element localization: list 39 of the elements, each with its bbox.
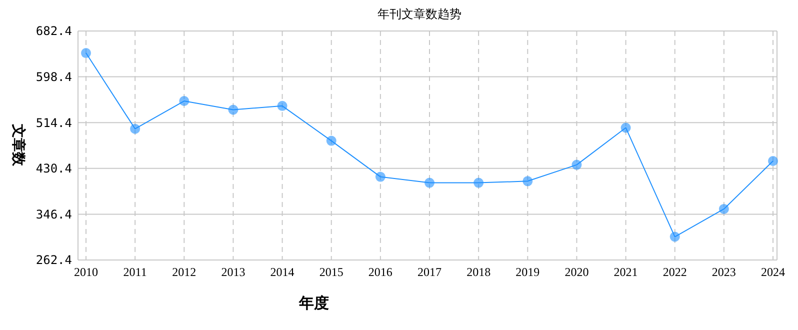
point <box>620 122 631 133</box>
y-tick-label: 430.4 <box>36 162 72 176</box>
x-tick-label: 2010 <box>74 265 98 279</box>
y-tick-label: 682.4 <box>36 24 72 38</box>
y-tick-label: 262.4 <box>36 253 72 268</box>
y-axis-title: 文章数 <box>10 123 27 167</box>
point <box>670 232 680 242</box>
x-tick-label: 2015 <box>319 265 344 279</box>
x-tick-label: 2024 <box>761 265 785 279</box>
x-tick-label: 2012 <box>172 265 196 279</box>
x-tick-label: 2023 <box>712 265 736 279</box>
x-tick-label: 2019 <box>516 265 540 279</box>
point <box>81 48 91 58</box>
x-tick-label: 2018 <box>466 265 491 279</box>
chart-title: 年刊文章数趋势 <box>378 7 462 21</box>
point <box>424 178 434 188</box>
point <box>130 124 140 134</box>
point <box>179 96 190 106</box>
x-axis-title: 年度 <box>298 294 329 312</box>
x-tick-label: 2017 <box>418 265 442 279</box>
y-tick-label: 514.4 <box>36 116 72 130</box>
point <box>474 178 484 188</box>
x-tick-label: 2020 <box>564 265 589 279</box>
point <box>326 136 336 146</box>
point <box>768 156 778 166</box>
x-tick-label: 2011 <box>123 265 147 279</box>
x-tick-label: 2014 <box>270 265 294 279</box>
x-tick-label: 2016 <box>368 265 392 279</box>
point <box>228 104 238 115</box>
x-tick-label: 2022 <box>662 265 687 279</box>
y-tick-label: 346.4 <box>36 207 72 222</box>
x-tick-label: 2013 <box>221 265 246 279</box>
point <box>718 204 729 214</box>
point <box>375 172 386 182</box>
x-tick-label: 2021 <box>614 265 638 279</box>
point <box>522 176 533 186</box>
point <box>572 160 582 170</box>
point <box>277 100 288 111</box>
y-tick-label: 598.4 <box>36 70 72 84</box>
